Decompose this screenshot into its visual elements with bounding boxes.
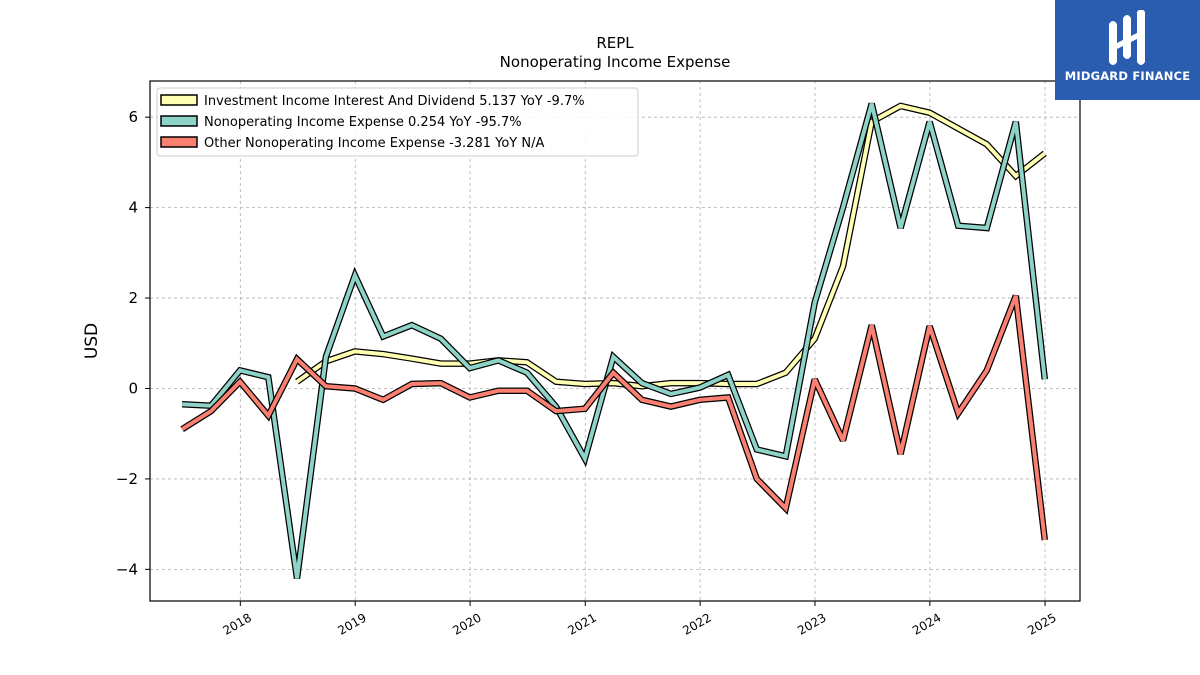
logo-text: MIDGARD FINANCE [1064, 69, 1191, 83]
grid [150, 81, 1080, 601]
legend-label: Investment Income Interest And Dividend … [204, 94, 585, 109]
series-line [182, 103, 1047, 579]
logo-mark-icon [1109, 10, 1145, 65]
legend-label: Other Nonoperating Income Expense -3.281… [204, 136, 544, 151]
x-tick-label: 2020 [450, 610, 483, 637]
legend-box [156, 87, 639, 157]
brand-logo: MIDGARD FINANCE [1055, 0, 1200, 100]
y-axis-label: USD [82, 323, 102, 359]
x-tick-label: 2024 [910, 610, 943, 637]
series-line [181, 295, 1047, 541]
y-tick-label: −2 [116, 470, 138, 488]
series-line [295, 103, 1047, 389]
x-tick-label: 2025 [1025, 610, 1058, 637]
x-tick-label: 2019 [335, 610, 368, 637]
plot-frame [149, 80, 1081, 602]
x-tick-label: 2021 [565, 610, 598, 637]
legend: Investment Income Interest And Dividend … [156, 87, 639, 157]
legend-swatch [160, 136, 198, 148]
x-tick-label: 2023 [795, 610, 828, 637]
y-tick-label: −4 [116, 560, 138, 578]
y-tick-label: 4 [128, 199, 138, 217]
chart-title: REPL [596, 34, 634, 52]
x-tick-label: 2022 [680, 610, 713, 637]
y-tick-label: 0 [128, 379, 138, 397]
legend-swatch [160, 115, 198, 127]
legend-swatch [160, 94, 198, 106]
y-tick-label: 6 [128, 108, 138, 126]
legend-label: Nonoperating Income Expense 0.254 YoY -9… [204, 115, 522, 130]
y-tick-label: 2 [128, 289, 138, 307]
series-lines [180, 102, 1049, 579]
chart-subtitle: Nonoperating Income Expense [500, 53, 731, 71]
x-tick-label: 2018 [220, 610, 253, 637]
series-outline [180, 294, 1049, 541]
